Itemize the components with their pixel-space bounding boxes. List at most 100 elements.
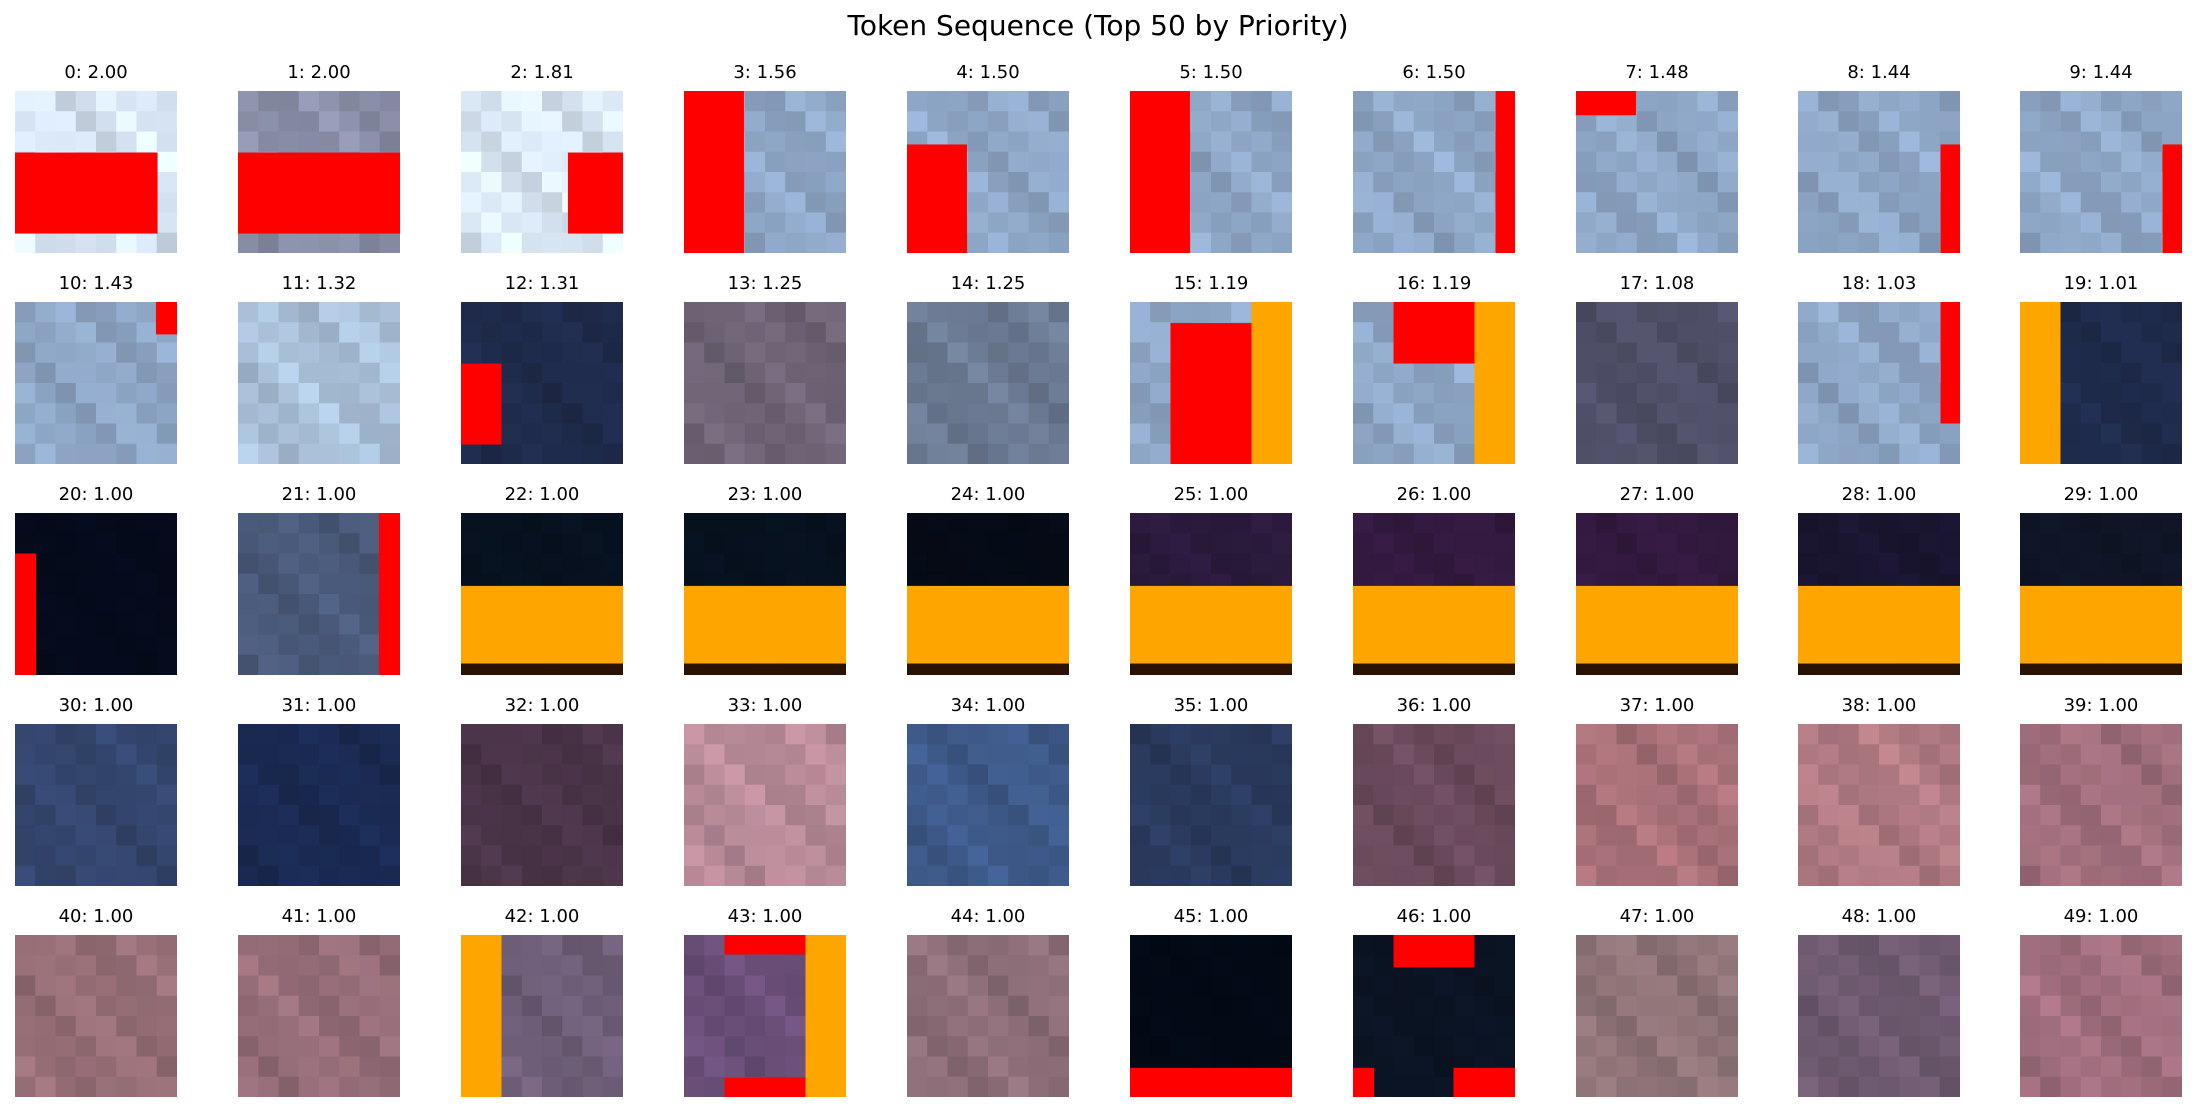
- patch-pixel: [1231, 865, 1253, 886]
- patch-pixel: [278, 443, 300, 464]
- patch-pixel: [1818, 995, 1840, 1017]
- patch-highlight: [907, 663, 1069, 675]
- patch-pixel: [1576, 805, 1597, 826]
- patch-pixel: [1393, 1036, 1415, 1058]
- patch-pixel: [1636, 975, 1658, 997]
- patch-pixel: [1858, 91, 1880, 112]
- patch-pixel: [744, 172, 766, 193]
- patch-pixel: [2080, 533, 2102, 555]
- patch-pixel: [1899, 172, 1921, 193]
- patch-pixel: [684, 784, 705, 806]
- patch-pixel: [1048, 342, 1069, 364]
- patch-pixel: [988, 825, 1009, 847]
- patch-pixel: [481, 805, 503, 826]
- patch-pixel: [501, 1076, 523, 1097]
- token-patch: [684, 724, 846, 886]
- patch-pixel: [1657, 423, 1678, 445]
- patch-highlight: [684, 585, 846, 664]
- patch-pixel: [379, 443, 400, 464]
- patch-pixel: [1697, 232, 1719, 253]
- patch-pixel: [1494, 1036, 1515, 1058]
- patch-pixel: [1899, 212, 1921, 234]
- patch-pixel: [1008, 362, 1030, 384]
- patch-pixel: [1858, 825, 1880, 847]
- patch-pixel: [359, 784, 381, 806]
- patch-pixel: [1919, 91, 1941, 112]
- patch-pixel: [704, 975, 726, 997]
- patch-pixel: [765, 724, 786, 745]
- patch-pixel: [2161, 91, 2182, 112]
- patch-pixel: [1818, 443, 1840, 464]
- patch-pixel: [1211, 212, 1232, 234]
- patch-pixel: [704, 443, 726, 464]
- patch-pixel: [2080, 764, 2102, 786]
- patch-pixel: [2080, 131, 2102, 153]
- patch-pixel: [55, 975, 77, 997]
- patch-pixel: [339, 995, 361, 1017]
- patch-pixel: [907, 423, 928, 445]
- patch-pixel: [15, 825, 36, 847]
- patch-pixel: [825, 865, 846, 886]
- patch-pixel: [116, 784, 138, 806]
- patch-pixel: [2101, 865, 2122, 886]
- patch-pixel: [481, 764, 503, 786]
- patch-pixel: [1697, 172, 1719, 193]
- patch-pixel: [2121, 91, 2143, 112]
- patch-pixel: [1434, 362, 1455, 384]
- patch-pixel: [1697, 553, 1719, 575]
- patch-pixel: [1838, 172, 1860, 193]
- patch-pixel: [156, 764, 177, 786]
- patch-pixel: [238, 131, 259, 153]
- patch-pixel: [298, 111, 320, 133]
- patch-pixel: [481, 342, 503, 364]
- patch-pixel: [724, 322, 746, 344]
- patch-pixel: [379, 724, 400, 745]
- patch-pixel: [1717, 172, 1738, 193]
- patch-pixel: [238, 443, 259, 464]
- patch-pixel: [2040, 825, 2062, 847]
- patch-pixel: [521, 322, 543, 344]
- patch-pixel: [156, 513, 177, 534]
- token-label: 24: 1.00: [950, 484, 1026, 505]
- patch-pixel: [1008, 1076, 1030, 1097]
- patch-pixel: [278, 111, 300, 133]
- patch-highlight: [1393, 302, 1475, 364]
- patch-pixel: [2141, 955, 2163, 977]
- patch-pixel: [1717, 1076, 1738, 1097]
- patch-pixel: [258, 935, 280, 956]
- patch-pixel: [1048, 845, 1069, 867]
- patch-pixel: [582, 403, 604, 425]
- patch-pixel: [907, 342, 928, 364]
- patch-pixel: [319, 443, 340, 464]
- patch-pixel: [907, 443, 928, 464]
- patch-pixel: [75, 1016, 97, 1037]
- patch-pixel: [2141, 1076, 2163, 1097]
- patch-pixel: [1657, 784, 1678, 806]
- patch-pixel: [1474, 995, 1496, 1017]
- patch-pixel: [1838, 975, 1860, 997]
- patch-pixel: [1717, 212, 1738, 234]
- patch-pixel: [258, 573, 280, 595]
- patch-pixel: [1454, 362, 1476, 384]
- patch-pixel: [907, 825, 928, 847]
- patch-pixel: [602, 111, 623, 133]
- token-patch: [461, 91, 623, 253]
- patch-pixel: [136, 423, 158, 445]
- patch-pixel: [116, 654, 138, 675]
- patch-pixel: [1576, 131, 1597, 153]
- patch-pixel: [1939, 1076, 1960, 1097]
- patch-pixel: [75, 935, 97, 956]
- patch-pixel: [1393, 995, 1415, 1017]
- patch-pixel: [461, 845, 482, 867]
- patch-pixel: [744, 362, 766, 384]
- patch-pixel: [1251, 172, 1273, 193]
- patch-pixel: [278, 845, 300, 867]
- patch-pixel: [805, 724, 827, 745]
- patch-pixel: [1697, 744, 1719, 766]
- patch-pixel: [927, 111, 949, 133]
- patch-pixel: [1657, 995, 1678, 1017]
- patch-pixel: [238, 513, 259, 534]
- patch-pixel: [501, 423, 523, 445]
- patch-pixel: [319, 403, 340, 425]
- patch-pixel: [1717, 1036, 1738, 1058]
